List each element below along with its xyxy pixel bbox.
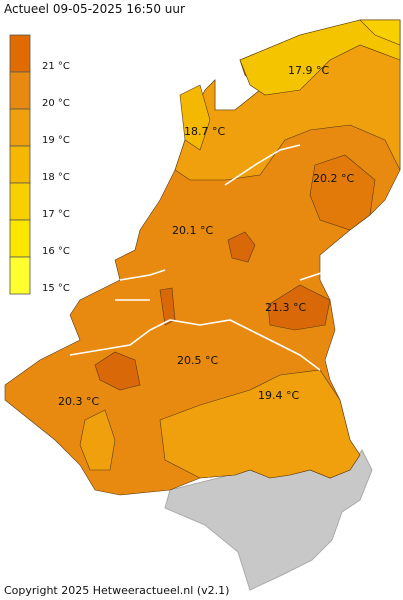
spot bbox=[94, 351, 141, 391]
title: Actueel 09-05-2025 16:50 uur bbox=[4, 2, 185, 16]
temp-label: 21.3 °C bbox=[265, 301, 306, 314]
spot bbox=[267, 284, 331, 331]
spot bbox=[227, 231, 256, 263]
legend-swatch bbox=[9, 219, 31, 258]
zone-18b bbox=[179, 84, 211, 151]
spot bbox=[159, 287, 176, 326]
temp-label: 17.9 °C bbox=[288, 64, 329, 77]
legend: 21 °C 20 °C 19 °C 18 °C 17 °C 16 °C 15 °C bbox=[9, 34, 70, 295]
legend-label: 17 °C bbox=[42, 209, 70, 220]
zone-17 bbox=[359, 19, 401, 46]
legend-label: 15 °C bbox=[42, 283, 70, 294]
legend-label: 18 °C bbox=[42, 172, 70, 183]
temp-label: 20.5 °C bbox=[177, 354, 218, 367]
temp-label: 20.1 °C bbox=[172, 224, 213, 237]
legend-label: 19 °C bbox=[42, 135, 70, 146]
zone-20b bbox=[309, 154, 376, 231]
legend-label: 21 °C bbox=[42, 61, 70, 72]
country-border bbox=[69, 319, 321, 371]
legend-swatch bbox=[9, 145, 31, 184]
temp-label: 20.3 °C bbox=[58, 395, 99, 408]
legend-label: 20 °C bbox=[42, 98, 70, 109]
river bbox=[115, 269, 166, 301]
zone-18 bbox=[239, 19, 401, 96]
legend-swatch bbox=[9, 71, 31, 110]
temp-label: 18.7 °C bbox=[184, 125, 225, 138]
temp-label: 20.2 °C bbox=[313, 172, 354, 185]
legend-label: 16 °C bbox=[42, 246, 70, 257]
legend-swatch bbox=[9, 34, 31, 73]
zone-19 bbox=[174, 19, 401, 181]
legend-swatch bbox=[9, 108, 31, 147]
coast bbox=[224, 144, 301, 186]
zone-19c bbox=[79, 409, 116, 471]
no-data-region bbox=[164, 449, 373, 591]
temp-label: 19.4 °C bbox=[258, 389, 299, 402]
legend-swatch bbox=[9, 256, 31, 295]
country-border bbox=[299, 249, 356, 281]
copyright: Copyright 2025 Hetweeractueel.nl (v2.1) bbox=[4, 584, 229, 597]
zone-19b bbox=[159, 369, 361, 479]
legend-swatch bbox=[9, 182, 31, 221]
